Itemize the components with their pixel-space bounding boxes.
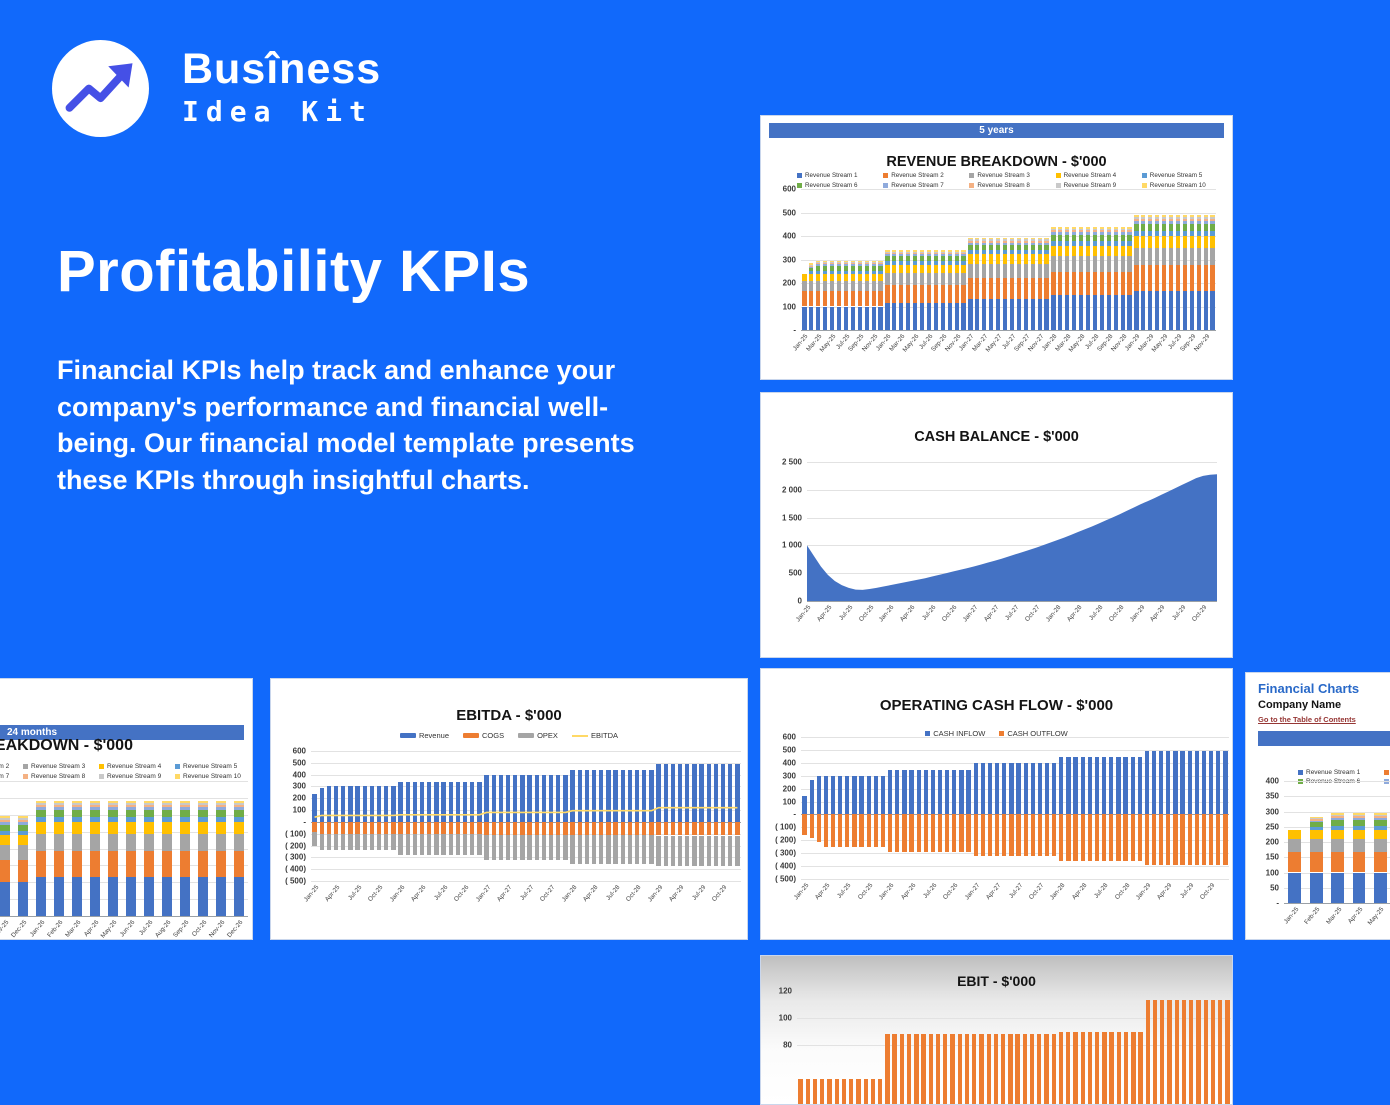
panel-financial-charts: Financial Charts Company Name Go to the … bbox=[1245, 672, 1390, 940]
legend-item: Revenue Stream 8 bbox=[23, 773, 99, 780]
brand-logo bbox=[52, 40, 149, 137]
period-badge-5-years: 5 years bbox=[769, 123, 1224, 138]
panel-revenue-breakdown-24-months: 24 months REVENUE BREAKDOWN - $'000 Reve… bbox=[0, 678, 253, 940]
legend-item: Revenue Stream 9 bbox=[99, 773, 175, 780]
legend-item: Revenue bbox=[399, 731, 449, 740]
legend-item: Revenue Stream 2 bbox=[1384, 769, 1390, 776]
brand-name-bottom: Idea Kit bbox=[182, 95, 373, 128]
legend-item: Revenue Stream 1 bbox=[1298, 769, 1384, 776]
legend-item: Revenue Stream 2 bbox=[883, 172, 969, 179]
chart-title-cash-balance: CASH BALANCE - $'000 bbox=[914, 429, 1079, 445]
legend-item: Revenue Stream 4 bbox=[99, 763, 175, 770]
panel-revenue-breakdown-5y: 5 years REVENUE BREAKDOWN - $'000 Revenu… bbox=[760, 115, 1233, 380]
brand-wordmark: Busîness Idea Kit bbox=[182, 40, 382, 129]
legend-item: CASH INFLOW bbox=[925, 729, 985, 738]
legend-ebitda: Revenue COGS OPEX EBITDA bbox=[271, 731, 747, 740]
trend-arrow-icon bbox=[65, 63, 133, 112]
chart-title-revenue-breakdown-24mo: REVENUE BREAKDOWN - $'000 bbox=[0, 737, 133, 754]
legend-item: Revenue Stream 2 bbox=[0, 763, 10, 770]
legend-item: Revenue Stream 1 bbox=[797, 172, 883, 179]
operating-cash-flow-chart: 600 500 400 300 200 100-( 100)( 200)( 300)( 4… bbox=[775, 733, 1229, 901]
panel-ebit: EBIT - $'000 120 100 80 bbox=[760, 955, 1233, 1105]
revenue-breakdown-24mo-chart: Jan-25Feb-25Mar-25Apr-25May-25Jun-25Jul-… bbox=[0, 781, 248, 939]
table-of-contents-link[interactable]: Go to the Table of Contents bbox=[1258, 715, 1356, 724]
chart-title-ebit: EBIT - $'000 bbox=[957, 973, 1036, 989]
legend-item: Revenue Stream 7 bbox=[883, 182, 969, 189]
legend-item: Revenue Stream 4 bbox=[1055, 172, 1142, 179]
legend-item: Revenue Stream 10 bbox=[175, 773, 251, 780]
brand-header: Busîness Idea Kit bbox=[52, 40, 381, 137]
legend-item: OPEX bbox=[518, 731, 558, 740]
sheet-title: Financial Charts bbox=[1258, 681, 1360, 696]
legend-item: Revenue Stream 6 bbox=[797, 182, 883, 189]
legend-cash-flow: CASH INFLOW CASH OUTFLOW bbox=[761, 729, 1232, 738]
chart-title-operating-cash-flow: OPERATING CASH FLOW - $'000 bbox=[879, 697, 1114, 714]
ebit-bar-chart: 120 100 80 bbox=[779, 987, 1231, 1104]
legend-item: EBITDA bbox=[571, 731, 618, 740]
period-badge-24-months: 24 months bbox=[0, 725, 244, 740]
chart-title-revenue-breakdown: REVENUE BREAKDOWN - $'000 bbox=[886, 154, 1107, 170]
period-badge-cropped bbox=[1258, 731, 1390, 746]
legend-item: Revenue Stream 5 bbox=[1141, 172, 1228, 179]
ebitda-combo-chart: 600 500 400 300 200 100-( 100)( 200)( 300)( 4… bbox=[285, 747, 741, 903]
legend-item: Revenue Stream 7 bbox=[0, 773, 10, 780]
brand-name-top: Busîness bbox=[182, 45, 382, 93]
company-name: Company Name bbox=[1258, 699, 1342, 711]
legend-item: Revenue Stream 9 bbox=[1055, 182, 1142, 189]
cash-balance-area-chart: 2 500 2 000 1 500 1 000 500 0 Jan-25 Apr-25 Jul-… bbox=[782, 458, 1217, 623]
legend-item: Revenue Stream 3 bbox=[23, 763, 99, 770]
legend-item: Revenue Stream 5 bbox=[175, 763, 251, 770]
legend-item: Revenue Stream 3 bbox=[969, 172, 1055, 179]
legend-item: COGS bbox=[463, 731, 504, 740]
page-title: Profitability KPIs bbox=[57, 239, 531, 304]
chart-title-ebitda: EBITDA - $'000 bbox=[456, 707, 562, 724]
legend-item: CASH OUTFLOW bbox=[999, 729, 1068, 738]
page-description: Financial KPIs help track and enhance yo… bbox=[57, 355, 635, 496]
period-badge-label: 24 months bbox=[7, 727, 58, 738]
revenue-breakdown-mini-chart: 400 350 300 250 200 150 100 50- Jan-25 Feb-25 Mar-… bbox=[1266, 777, 1390, 927]
revenue-breakdown-5y-chart: 600 500 400 300 200 100- Jan-25 Mar-25 May-25 Jul… bbox=[783, 185, 1216, 354]
legend-item: Revenue Stream 10 bbox=[1141, 182, 1228, 189]
panel-cash-balance: CASH BALANCE - $'000 2 500 2 000 1 500 1 00… bbox=[760, 392, 1233, 658]
panel-ebitda: EBITDA - $'000 Revenue COGS OPEX EBITDA 600… bbox=[270, 678, 748, 940]
panel-operating-cash-flow: OPERATING CASH FLOW - $'000 CASH INFLOW C… bbox=[760, 668, 1233, 940]
legend-item: Revenue Stream 8 bbox=[969, 182, 1055, 189]
period-badge-label: 5 years bbox=[979, 125, 1014, 136]
